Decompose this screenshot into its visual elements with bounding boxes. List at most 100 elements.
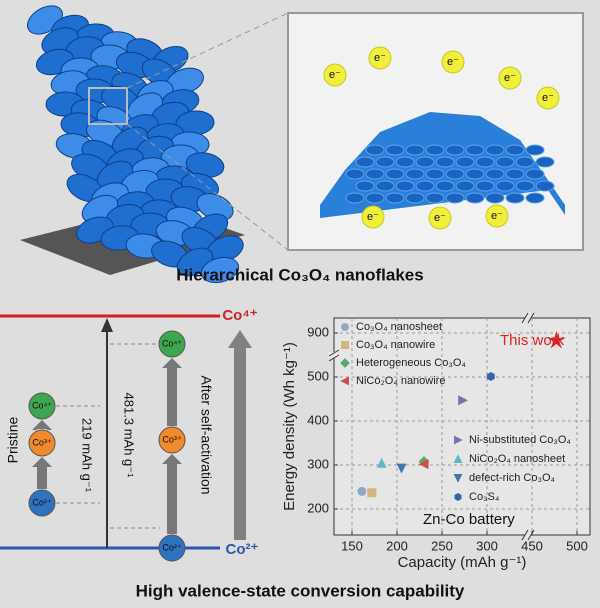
x-tick-label: 200: [386, 538, 408, 553]
electron-label: e⁻: [434, 212, 446, 224]
axis-break: [527, 529, 535, 541]
cell: [535, 180, 555, 192]
electron: [368, 46, 392, 70]
cell: [445, 168, 465, 180]
electron-label: e⁻: [329, 69, 341, 81]
cell: [425, 168, 445, 180]
annotation: Zn-Co battery: [423, 511, 515, 528]
cell: [505, 144, 525, 156]
x-tick-label: 300: [476, 538, 498, 553]
plot-area: [333, 317, 591, 536]
cell: [515, 156, 535, 168]
cell: [375, 180, 395, 192]
activation-label: After self-activation: [198, 375, 214, 494]
legend-marker: [340, 376, 349, 386]
cell: [515, 180, 535, 192]
cell: [495, 156, 515, 168]
legend-label: NiCo₂O₄ nanosheet: [469, 453, 565, 465]
marker: [458, 395, 469, 406]
y-tick-label: 200: [307, 500, 329, 515]
legend-label: Ni-substituted Co₃O₄: [469, 434, 571, 446]
cell: [505, 168, 525, 180]
state-label: Co²⁺: [32, 497, 52, 507]
cell: [355, 156, 375, 168]
legend-label: Co₃S₄: [469, 491, 500, 503]
cell: [395, 156, 415, 168]
electron-label: e⁻: [447, 56, 459, 68]
flake: [200, 256, 240, 284]
cell: [425, 192, 445, 204]
x-tick-label: 150: [341, 538, 363, 553]
state-label: Co⁴⁺: [162, 338, 182, 348]
cell: [505, 192, 525, 204]
x-tick-label: 500: [566, 538, 588, 553]
bottom-title: High valence-state conversion capability: [136, 581, 465, 600]
electron-label: e⁻: [542, 92, 554, 104]
cell: [475, 180, 495, 192]
state: [28, 429, 56, 457]
cell: [525, 144, 545, 156]
legend-marker: [454, 435, 463, 445]
cell: [435, 156, 455, 168]
cell: [475, 156, 495, 168]
cell: [355, 180, 375, 192]
honeycomb-cells: [345, 144, 555, 204]
cell: [385, 144, 405, 156]
marker: [367, 488, 377, 498]
legend-label: defect-rich Co₃O₄: [469, 472, 556, 484]
cell: [465, 192, 485, 204]
electron-label: e⁻: [491, 210, 503, 222]
axis-break: [525, 529, 531, 541]
marker: [487, 371, 495, 381]
cell: [345, 168, 365, 180]
x-tick-label: 450: [521, 538, 543, 553]
axis-break: [521, 529, 529, 541]
legend-label: Heterogeneous Co₃O₄: [356, 357, 466, 369]
cell: [395, 180, 415, 192]
zoom-box: [88, 87, 128, 125]
cell: [415, 180, 435, 192]
electron-label: e⁻: [374, 52, 386, 64]
cell: [405, 144, 425, 156]
axis-break: [525, 312, 531, 324]
cell: [435, 180, 455, 192]
cell: [485, 168, 505, 180]
cell: [345, 192, 365, 204]
marker: [357, 486, 367, 496]
cell: [385, 192, 405, 204]
pristine-label: Pristine: [5, 416, 21, 463]
state-label: Co³⁺: [32, 437, 52, 447]
y-tick-label: 500: [307, 368, 329, 383]
state-arrow: [162, 358, 182, 426]
cell: [525, 192, 545, 204]
state: [158, 330, 186, 358]
axis-break: [328, 349, 340, 357]
state-arrow: [32, 420, 52, 430]
electron: [428, 206, 452, 230]
cell: [365, 192, 385, 204]
cell: [535, 156, 555, 168]
marker: [418, 459, 429, 470]
title: Hierarchical Co₃O₄ nanoflakes: [176, 265, 423, 284]
cell: [455, 180, 475, 192]
state: [28, 489, 56, 517]
electron: [536, 86, 560, 110]
guides: [56, 343, 160, 529]
marker: [376, 457, 387, 468]
marker: [546, 330, 566, 349]
capacity-label: 481.3 mAh g⁻¹: [122, 393, 137, 479]
capacity-label: 219 mAh g⁻¹: [80, 418, 95, 493]
cell: [465, 144, 485, 156]
cell: [485, 192, 505, 204]
cell: [385, 168, 405, 180]
legend-label: Co₃O₄ nanowire: [356, 339, 435, 351]
cell: [495, 180, 515, 192]
state: [158, 534, 186, 562]
legend-marker: [341, 323, 349, 331]
electron: [485, 204, 509, 228]
legend-marker: [341, 341, 349, 349]
x-tick-label: 250: [431, 538, 453, 553]
y-tick-label: 300: [307, 456, 329, 471]
level-label: Co²⁺: [226, 541, 259, 558]
